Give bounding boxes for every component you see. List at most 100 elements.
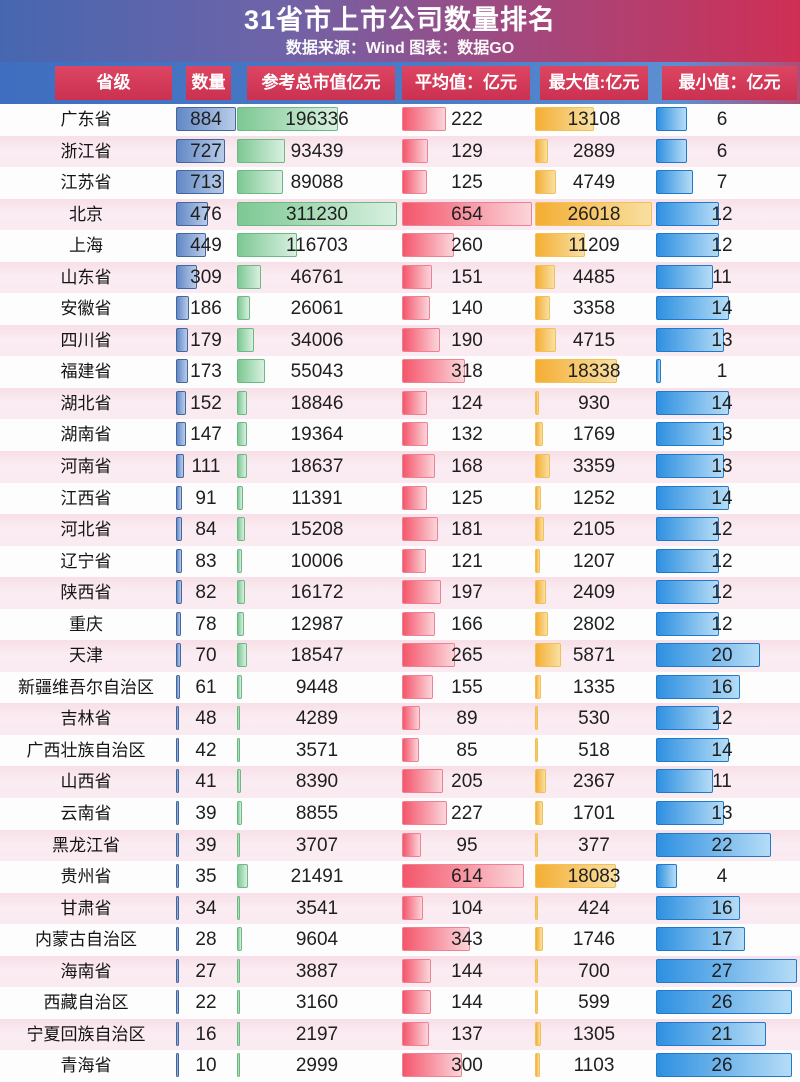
- avg-value: 104: [451, 897, 483, 919]
- max-cell: 1305: [535, 1019, 653, 1051]
- count-value: 713: [190, 172, 222, 194]
- market-cap-cell: 15208: [237, 514, 397, 546]
- avg-bar: [402, 390, 427, 415]
- province-label: 福建省: [60, 362, 112, 382]
- count-cell: 727: [176, 136, 236, 168]
- market-cap-value: 16172: [290, 582, 344, 604]
- avg-bar: [402, 454, 436, 479]
- market-cap-cell: 3541: [237, 893, 397, 925]
- max-cell: 930: [535, 388, 653, 420]
- avg-bar: [402, 264, 432, 289]
- count-bar: [176, 611, 182, 636]
- min-cell: 1: [656, 356, 788, 388]
- max-bar: [535, 454, 551, 479]
- min-cell: 13: [656, 798, 788, 830]
- avg-bar: [402, 233, 454, 258]
- market-cap-bar: [237, 990, 240, 1015]
- max-value: 424: [578, 897, 610, 919]
- min-bar: [656, 548, 719, 573]
- province-label: 湖北省: [60, 393, 112, 413]
- table-row: 湖北省 152 18846 124 930 14: [0, 387, 800, 420]
- max-value: 930: [578, 392, 610, 414]
- min-bar: [656, 643, 761, 668]
- count-cell: 173: [176, 356, 236, 388]
- count-bar: [176, 737, 179, 762]
- count-bar: [176, 832, 179, 857]
- count-value: 173: [190, 361, 222, 383]
- market-cap-bar: [237, 454, 247, 479]
- min-value: 12: [711, 582, 733, 604]
- column-header-province: 省级: [55, 66, 172, 100]
- max-bar: [535, 927, 543, 952]
- count-value: 83: [195, 550, 217, 572]
- avg-value: 124: [451, 392, 483, 414]
- max-cell: 1252: [535, 483, 653, 515]
- count-bar: [176, 138, 226, 163]
- count-bar: [176, 422, 186, 447]
- min-value: 16: [711, 897, 733, 919]
- min-cell: 12: [656, 577, 788, 609]
- avg-value: 95: [456, 834, 478, 856]
- min-value: 14: [711, 739, 733, 761]
- min-cell: 12: [656, 514, 788, 546]
- min-bar: [656, 485, 730, 510]
- market-cap-bar: [237, 107, 338, 131]
- max-value: 3358: [572, 298, 616, 320]
- avg-bar: [402, 296, 430, 321]
- count-value: 10: [195, 1055, 217, 1077]
- avg-bar: [402, 643, 455, 668]
- min-bar: [656, 674, 740, 699]
- max-bar: [535, 517, 545, 542]
- max-value: 518: [578, 739, 610, 761]
- count-cell: 179: [176, 325, 236, 357]
- market-cap-bar: [237, 138, 286, 163]
- min-value: 1: [716, 361, 728, 383]
- avg-value: 205: [451, 771, 483, 793]
- max-bar: [535, 296, 551, 321]
- province-label: 湖南省: [60, 425, 112, 445]
- avg-bar: [402, 517, 438, 542]
- count-value: 111: [191, 456, 221, 478]
- avg-bar: [402, 832, 421, 857]
- min-value: 26: [711, 992, 733, 1014]
- column-header-maximum: 最大值:亿元: [540, 66, 648, 100]
- count-value: 84: [195, 519, 217, 541]
- province-label: 安徽省: [60, 299, 112, 319]
- min-bar: [656, 107, 688, 131]
- title-banner: 31省市上市公司数量排名 数据来源：Wind 图表：数据GO: [0, 0, 800, 62]
- market-cap-bar: [237, 517, 245, 542]
- table-row: 西藏自治区 22 3160 144 599 26: [0, 987, 800, 1019]
- min-value: 16: [711, 676, 733, 698]
- count-value: 70: [195, 645, 217, 667]
- avg-cell: 121: [402, 546, 532, 578]
- market-cap-bar: [237, 201, 397, 226]
- max-cell: 2409: [535, 577, 653, 609]
- table-row: 上海 449 116703 260 11209 12: [0, 230, 800, 262]
- province-label: 新疆维吾尔自治区: [18, 677, 154, 697]
- market-cap-value: 34006: [290, 329, 344, 351]
- table-row: 广西壮族自治区 42 3571 85 518 14: [0, 735, 800, 767]
- max-value: 1305: [572, 1023, 616, 1045]
- market-cap-cell: 11391: [237, 483, 397, 515]
- max-cell: 4715: [535, 325, 653, 357]
- chart-title: 31省市上市公司数量排名: [243, 5, 557, 35]
- count-value: 42: [195, 739, 217, 761]
- market-cap-value: 311230: [286, 203, 348, 225]
- count-cell: 27: [176, 956, 236, 988]
- province-label: 山东省: [60, 267, 112, 287]
- max-bar: [535, 643, 562, 668]
- count-cell: 186: [176, 293, 236, 325]
- table-row: 新疆维吾尔自治区 61 9448 155 1335 16: [0, 672, 800, 704]
- avg-value: 151: [451, 266, 483, 288]
- max-bar: [535, 233, 586, 258]
- avg-cell: 227: [402, 798, 532, 830]
- min-bar: [656, 611, 719, 636]
- avg-bar: [402, 327, 440, 352]
- market-cap-bar: [237, 1053, 240, 1078]
- table-row: 天津 70 18547 265 5871 20: [0, 640, 800, 672]
- max-bar: [535, 580, 546, 605]
- avg-value: 197: [451, 582, 483, 604]
- max-bar: [535, 864, 617, 889]
- market-cap-cell: 196336: [237, 104, 397, 136]
- avg-bar: [402, 422, 429, 447]
